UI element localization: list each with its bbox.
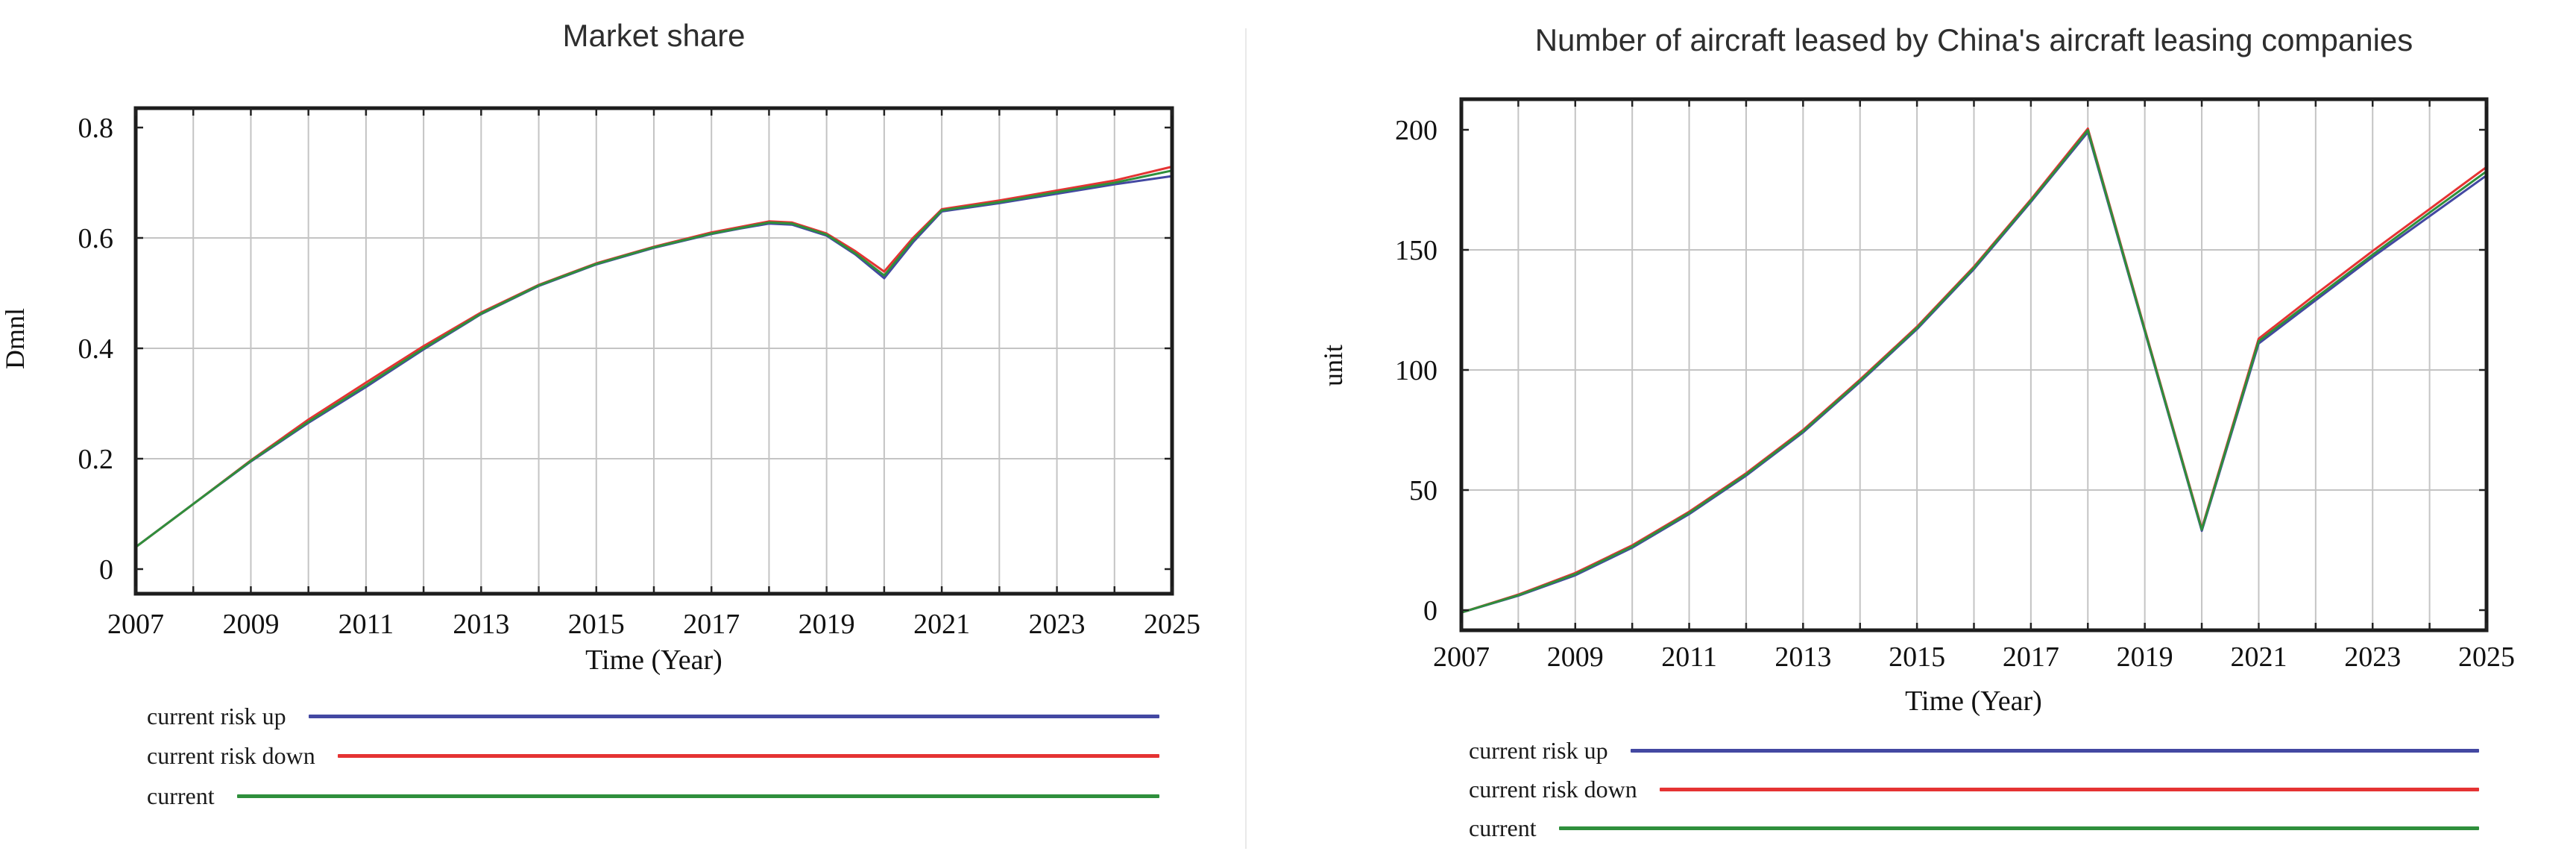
y-tick-label: 0.6 [78,223,114,254]
x-tick-label: 2021 [2230,641,2287,673]
series-lines-right [1460,127,2488,614]
x-tick-label: 2025 [1144,609,1200,640]
market-share-plot: 0.8 0.6 0.4 0.2 0 2007 2009 2011 2013 2015 2017 201… [0,106,1201,676]
legend-label-current-risk-up: current risk up [147,703,286,729]
x-tick-label: 2011 [1661,641,1717,673]
y-axis-unit-dmnl: Dmnl [0,308,30,369]
aircraft-leased-title: Number of aircraft leased by China's air… [1534,22,2413,57]
legend-label-current: current [1469,815,1537,841]
x-tick-label: 2015 [1889,641,1945,673]
market-share-title: Market share [562,18,746,53]
x-tick-label: 2021 [913,609,970,640]
x-tick-label: 2013 [453,609,509,640]
legend-label-current: current [147,782,215,809]
x-tick-label: 2017 [683,609,740,640]
legend-line-blue [1630,748,2479,753]
legend-line-green [236,794,1159,798]
legend-line-red [337,753,1159,758]
series-lines-left [134,166,1174,548]
x-tick-label: 2017 [2003,641,2059,673]
panel-divider [1245,28,1247,849]
gridlines-right [1461,99,2487,630]
aircraft-leased-panel: Number of aircraft leased by China's air… [1282,0,2576,860]
legend-label-current-risk-up: current risk up [1469,737,1608,764]
x-tick-label: 2025 [2458,641,2515,673]
y-tick-label: 200 [1395,115,1437,146]
legend-line-blue [308,714,1159,718]
gridlines-left [135,108,1173,594]
legend-row: current [147,779,1159,812]
axis-tick-labels-left: 0.8 0.6 0.4 0.2 0 2007 2009 2011 2013 2015 2017 201… [78,113,1201,640]
legend-row: current risk down [1469,773,2479,806]
market-share-panel: Market share 0.8 0.6 0.4 0.2 0 2007 2009 2011 20… [0,0,1282,860]
y-tick-label: 100 [1395,355,1437,386]
legend-label-current-risk-down: current risk down [147,742,315,769]
x-axis-label-left: Time (Year) [585,644,722,676]
y-tick-label: 50 [1409,475,1437,506]
x-tick-label: 2013 [1774,641,1831,673]
x-axis-label-right: Time (Year) [1905,685,2042,716]
plot-border-left [133,106,1174,596]
y-tick-label: 150 [1395,235,1437,266]
x-tick-label: 2015 [568,609,625,640]
x-tick-label: 2023 [1029,609,1086,640]
x-tick-label: 2009 [222,609,279,640]
x-tick-label: 2019 [799,609,855,640]
y-tick-label: 0 [1423,595,1437,627]
legend-row: current risk down [147,739,1159,772]
y-tick-label: 0.8 [78,113,114,144]
x-tick-label: 2007 [107,609,164,640]
legend-line-green [1558,826,2479,830]
y-tick-label: 0.2 [78,444,114,475]
axis-tick-labels-right: 200 150 100 50 0 2007 2009 2011 2013 2015 2017 2019… [1395,115,2515,673]
x-tick-label: 2007 [1433,641,1490,673]
legend-row: current risk up [147,700,1159,732]
y-tick-label: 0.4 [78,333,114,365]
x-tick-label: 2009 [1547,641,1604,673]
legend-line-red [1659,787,2479,791]
legend-label-current-risk-down: current risk down [1469,776,1637,803]
x-tick-label: 2019 [2117,641,2173,673]
y-axis-unit-unit: unit [1318,345,1348,386]
legend-row: current risk up [1469,734,2479,767]
x-tick-label: 2023 [2344,641,2401,673]
aircraft-leased-plot: 200 150 100 50 0 2007 2009 2011 2013 2015 2017 2019… [1318,97,2515,716]
legend-row: current [1469,812,2479,844]
y-tick-label: 0 [99,554,113,586]
plot-border-right [1459,97,2489,633]
x-tick-label: 2011 [338,609,394,640]
